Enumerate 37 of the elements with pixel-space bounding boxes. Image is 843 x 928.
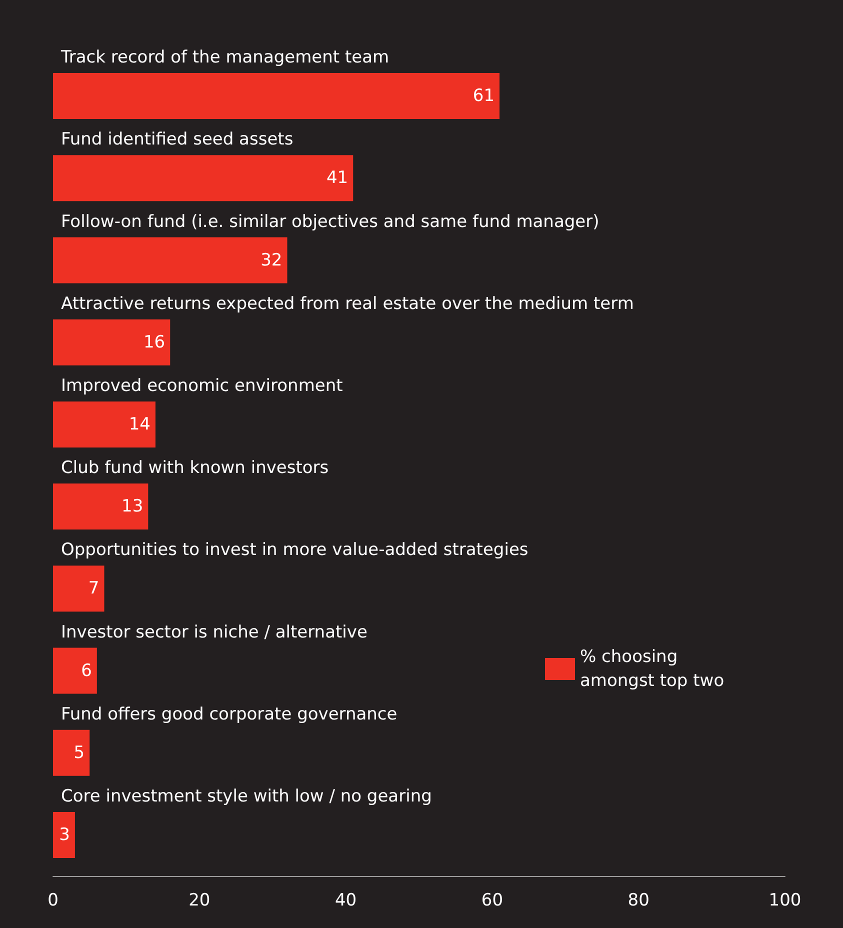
bar (53, 566, 104, 612)
x-tick-label: 60 (481, 890, 504, 910)
bar (53, 812, 75, 858)
data-label: 5 (74, 742, 85, 763)
y-tick-label: Follow-on fund (i.e. similar objectives and same fund manager) (61, 212, 600, 232)
x-tick-label: 100 (768, 890, 802, 910)
bar (53, 319, 170, 366)
x-tick-label: 40 (334, 890, 357, 910)
y-tick-label: Fund offers good corporate governance (61, 704, 398, 724)
y-tick-label: Improved economic environment (61, 376, 344, 396)
x-tick-label: 20 (188, 890, 210, 910)
y-tick-label: Club fund with known investors (61, 458, 329, 478)
data-label: 16 (143, 332, 166, 352)
data-label: 61 (472, 86, 495, 106)
bar (53, 155, 354, 202)
data-label: 3 (59, 824, 70, 845)
bar (53, 648, 97, 694)
data-label: 6 (81, 660, 92, 681)
y-tick-label: Fund identified seed assets (61, 130, 294, 150)
legend-label: % choosing amongst top two (580, 647, 724, 691)
data-label: 13 (122, 496, 144, 517)
x-tick-label: 0 (48, 890, 58, 910)
x-tick-label: 80 (628, 890, 650, 910)
bar (53, 484, 148, 530)
y-tick-label: Investor sector is niche / alternative (61, 622, 368, 642)
y-tick-label: Track record of the management team (60, 48, 390, 68)
bar (53, 73, 500, 120)
data-label: 7 (88, 578, 100, 599)
bar (53, 237, 288, 284)
y-tick-label: Attractive returns expected from real estate over the medium term (61, 294, 634, 314)
y-tick-label: Core investment style with low / no gearing (61, 786, 432, 806)
bar (53, 730, 90, 776)
data-label: 32 (260, 250, 282, 270)
data-label: 14 (128, 414, 150, 434)
y-tick-label: Opportunities to invest in more value-added strategies (61, 540, 528, 560)
data-label: 41 (326, 168, 348, 188)
bar (53, 401, 156, 448)
